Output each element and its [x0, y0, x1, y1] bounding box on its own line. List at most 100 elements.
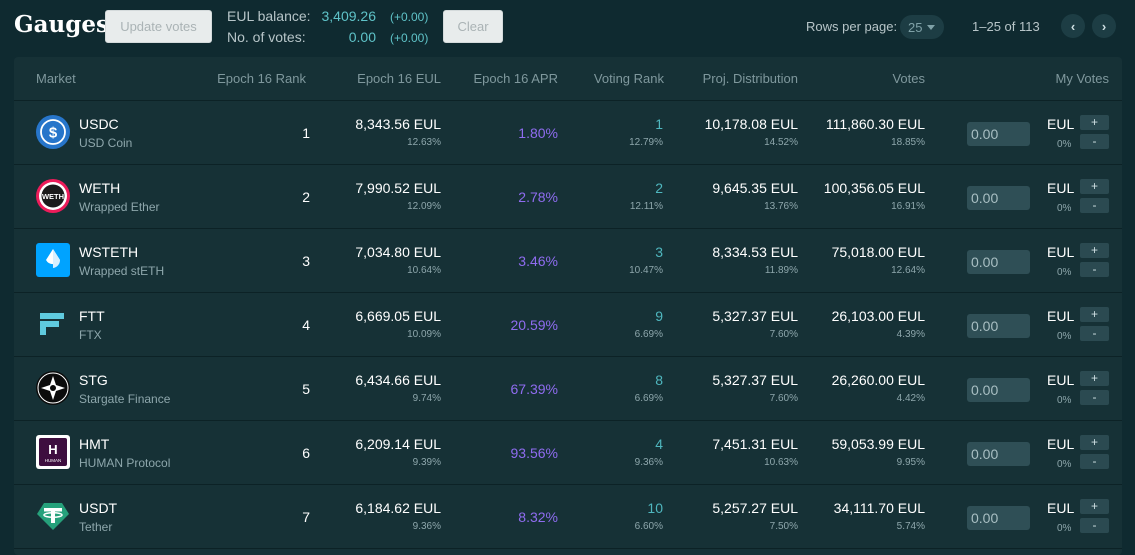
market-name: Wrapped Ether — [79, 200, 160, 214]
proj-distribution: 5,327.37 EUL — [712, 372, 798, 388]
proj-distribution-percent: 14.52% — [764, 137, 798, 148]
table-row: FTT FTX 4 6,669.05 EUL 10.09% 20.59% 9 6… — [14, 293, 1122, 357]
usdc-icon: $ — [36, 115, 70, 149]
market-symbol: STG — [79, 372, 108, 388]
my-votes-input[interactable]: 0.00 — [967, 314, 1030, 338]
voting-rank: 2 — [655, 180, 663, 196]
increase-vote-button[interactable]: + — [1080, 371, 1109, 386]
wsteth-icon — [36, 243, 70, 277]
column-header-my-votes: My Votes — [1055, 71, 1109, 86]
voting-rank: 8 — [655, 372, 663, 388]
votes: 59,053.99 EUL — [831, 436, 925, 452]
proj-distribution: 5,257.27 EUL — [712, 500, 798, 516]
votes-percent: 4.42% — [896, 393, 925, 404]
my-votes-input[interactable]: 0.00 — [967, 250, 1030, 274]
votes-percent: 9.95% — [896, 457, 925, 468]
decrease-vote-button[interactable]: - — [1080, 198, 1109, 213]
column-header-voting-rank[interactable]: Voting Rank — [593, 71, 664, 86]
increase-vote-button[interactable]: + — [1080, 307, 1109, 322]
epoch-eul: 8,343.56 EUL — [355, 116, 441, 132]
my-votes-input[interactable]: 0.00 — [967, 378, 1030, 402]
column-header-epoch-eul[interactable]: Epoch 16 EUL — [357, 71, 441, 86]
eul-balance-change: (+0.00) — [390, 10, 429, 24]
column-header-market[interactable]: Market — [36, 71, 76, 86]
column-header-epoch-apr[interactable]: Epoch 16 APR — [473, 71, 558, 86]
epoch-apr: 1.80% — [518, 125, 558, 141]
market-symbol: FTT — [79, 308, 105, 324]
epoch-apr: 3.46% — [518, 253, 558, 269]
my-votes-percent: 0% — [1057, 395, 1072, 406]
chevron-down-icon — [927, 24, 936, 30]
epoch-apr: 67.39% — [510, 381, 558, 397]
votes-percent: 4.39% — [896, 329, 925, 340]
decrease-vote-button[interactable]: - — [1080, 326, 1109, 341]
my-votes-percent: 0% — [1057, 523, 1072, 534]
votes: 100,356.05 EUL — [823, 180, 925, 196]
chevron-right-icon[interactable]: › — [1092, 14, 1116, 38]
my-votes-unit: EUL — [1047, 116, 1075, 132]
column-header-proj-distribution[interactable]: Proj. Distribution — [702, 71, 798, 86]
voting-rank-percent: 6.69% — [634, 393, 663, 404]
epoch-apr: 8.32% — [518, 509, 558, 525]
my-votes-input[interactable]: 0.00 — [967, 442, 1030, 466]
update-votes-button[interactable]: Update votes — [105, 10, 212, 43]
table-row: WSTETH Wrapped stETH 3 7,034.80 EUL 10.6… — [14, 229, 1122, 293]
epoch-eul: 6,209.14 EUL — [355, 436, 441, 452]
table-row: H HUMAN HMT HUMAN Protocol 6 6,209.14 EU… — [14, 421, 1122, 485]
market-symbol: USDC — [79, 116, 119, 132]
market-name: USD Coin — [79, 136, 133, 150]
chevron-left-icon[interactable]: ‹ — [1061, 14, 1085, 38]
tether-icon — [37, 503, 69, 530]
table-row: USDT Tether 7 6,184.62 EUL 9.36% 8.32% 1… — [14, 485, 1122, 549]
decrease-vote-button[interactable]: - — [1080, 454, 1109, 469]
voting-rank-percent: 10.47% — [629, 265, 663, 276]
voting-rank: 4 — [655, 436, 663, 452]
epoch-rank: 7 — [302, 509, 310, 525]
my-votes-percent: 0% — [1057, 459, 1072, 470]
market-name: FTX — [79, 328, 102, 342]
epoch-eul-percent: 10.64% — [407, 265, 441, 276]
table-row: $ USDC USD Coin 1 8,343.56 EUL 12.63% 1.… — [14, 101, 1122, 165]
decrease-vote-button[interactable]: - — [1080, 390, 1109, 405]
my-votes-percent: 0% — [1057, 203, 1072, 214]
proj-distribution: 10,178.08 EUL — [704, 116, 798, 132]
proj-distribution: 8,334.53 EUL — [712, 244, 798, 260]
my-votes-input[interactable]: 0.00 — [967, 506, 1030, 530]
rows-per-page-label: Rows per page: — [806, 19, 898, 34]
eul-balance-value: 3,409.26 — [321, 8, 377, 24]
voting-rank-percent: 6.69% — [634, 329, 663, 340]
my-votes-unit: EUL — [1047, 436, 1075, 452]
decrease-vote-button[interactable]: - — [1080, 262, 1109, 277]
human-icon-text: HUMAN — [45, 458, 62, 463]
market-name: Stargate Finance — [79, 392, 171, 406]
votes: 26,260.00 EUL — [831, 372, 925, 388]
my-votes-unit: EUL — [1047, 372, 1075, 388]
epoch-eul-percent: 12.09% — [407, 201, 441, 212]
decrease-vote-button[interactable]: - — [1080, 134, 1109, 149]
proj-distribution-percent: 7.50% — [769, 521, 798, 532]
table-row: STG Stargate Finance 5 6,434.66 EUL 9.74… — [14, 357, 1122, 421]
epoch-rank: 5 — [302, 381, 310, 397]
table-header: Market Epoch 16 Rank Epoch 16 EUL Epoch … — [14, 57, 1122, 101]
decrease-vote-button[interactable]: - — [1080, 518, 1109, 533]
column-header-votes[interactable]: Votes — [892, 71, 925, 86]
voting-rank-percent: 12.11% — [629, 201, 663, 212]
my-votes-percent: 0% — [1057, 331, 1072, 342]
epoch-eul-percent: 10.09% — [407, 329, 441, 340]
increase-vote-button[interactable]: + — [1080, 435, 1109, 450]
clear-button[interactable]: Clear — [443, 10, 503, 43]
epoch-rank: 4 — [302, 317, 310, 333]
svg-text:$: $ — [49, 125, 58, 142]
my-votes-input[interactable]: 0.00 — [967, 186, 1030, 210]
increase-vote-button[interactable]: + — [1080, 243, 1109, 258]
market-name: Wrapped stETH — [79, 264, 165, 278]
column-header-epoch-rank[interactable]: Epoch 16 Rank — [217, 71, 306, 86]
increase-vote-button[interactable]: + — [1080, 179, 1109, 194]
increase-vote-button[interactable]: + — [1080, 115, 1109, 130]
votes: 75,018.00 EUL — [831, 244, 925, 260]
my-votes-input[interactable]: 0.00 — [967, 122, 1030, 146]
increase-vote-button[interactable]: + — [1080, 499, 1109, 514]
proj-distribution-percent: 7.60% — [769, 329, 798, 340]
rows-per-page-select[interactable]: 25 — [900, 15, 944, 39]
proj-distribution-percent: 13.76% — [764, 201, 798, 212]
